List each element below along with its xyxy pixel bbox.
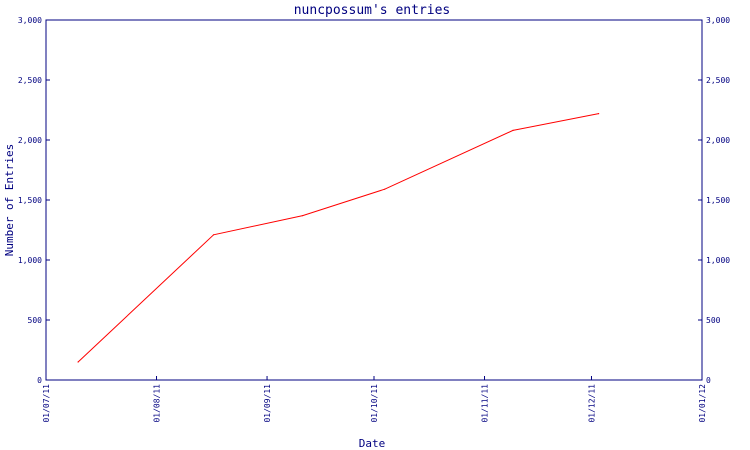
data-point — [384, 188, 386, 190]
y-tick-label: 500 — [28, 316, 43, 325]
series-layer — [77, 113, 600, 363]
x-tick-label: 01/08/11 — [153, 384, 162, 423]
y-tick-label: 2,500 — [18, 76, 42, 85]
x-tick-label: 01/10/11 — [370, 384, 379, 423]
x-axis-label: Date — [359, 437, 386, 450]
entries-series-line — [77, 113, 599, 363]
x-tick-label: 01/11/11 — [481, 384, 490, 423]
x-tick-label: 01/12/11 — [587, 384, 596, 423]
y-tick-label-right: 1,500 — [706, 196, 730, 205]
y-tick-label: 1,000 — [18, 256, 42, 265]
data-point — [512, 129, 514, 131]
data-point — [77, 361, 79, 363]
data-point — [212, 234, 215, 236]
data-point — [598, 113, 600, 115]
y-tick-label-right: 2,000 — [706, 136, 730, 145]
y-tick-label-right: 2,500 — [706, 76, 730, 85]
y-tick-label: 0 — [37, 376, 42, 385]
y-axis-label: Number of Entries — [3, 144, 16, 257]
axis-ticks: 0 0 500 500 1,000 1,000 1,500 1,500 2,000 2,000 2,… — [18, 16, 730, 423]
y-tick-label-right: 1,000 — [706, 256, 730, 265]
y-tick-label: 3,000 — [18, 16, 42, 25]
chart-title: nuncpossum's entries — [294, 3, 451, 18]
x-tick-label: 01/09/11 — [263, 384, 272, 423]
y-tick-label-right: 500 — [706, 316, 721, 325]
x-tick-label: 01/07/11 — [42, 384, 51, 423]
plot-frame — [45, 19, 703, 381]
x-tick-label: 01/01/12 — [698, 384, 707, 423]
y-tick-label-right: 0 — [706, 376, 711, 385]
y-tick-label: 2,000 — [18, 136, 42, 145]
y-tick-label: 1,500 — [18, 196, 42, 205]
data-point — [302, 215, 304, 217]
y-tick-label-right: 3,000 — [706, 16, 730, 25]
